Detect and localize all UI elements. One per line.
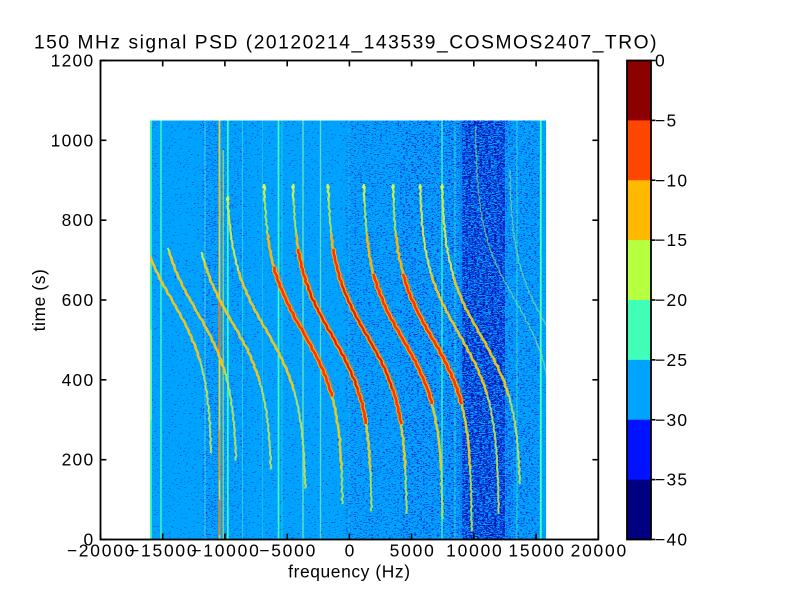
svg-text:−40: −40 <box>655 530 688 550</box>
svg-text:400: 400 <box>62 370 95 390</box>
svg-text:time (s): time (s) <box>29 269 49 332</box>
svg-text:600: 600 <box>62 290 95 310</box>
svg-text:5000: 5000 <box>390 541 436 561</box>
svg-text:1000: 1000 <box>51 130 95 150</box>
svg-text:1200: 1200 <box>51 51 95 71</box>
svg-text:−30: −30 <box>655 410 688 430</box>
svg-text:−35: −35 <box>655 470 688 490</box>
svg-text:−10000: −10000 <box>191 541 260 561</box>
svg-text:0: 0 <box>84 530 95 550</box>
svg-text:−5: −5 <box>655 110 677 130</box>
svg-text:−25: −25 <box>655 350 688 370</box>
svg-text:−10: −10 <box>655 170 688 190</box>
svg-text:−20000: −20000 <box>67 541 136 561</box>
svg-text:15000: 15000 <box>508 541 565 561</box>
svg-text:800: 800 <box>62 210 95 230</box>
svg-text:0: 0 <box>655 51 666 71</box>
svg-text:−15000: −15000 <box>129 541 198 561</box>
svg-text:200: 200 <box>62 450 95 470</box>
svg-text:−5000: −5000 <box>259 541 317 561</box>
svg-text:10000: 10000 <box>446 541 503 561</box>
svg-text:150 MHz signal PSD (20120214_1: 150 MHz signal PSD (20120214_143539_COSM… <box>34 33 658 54</box>
svg-text:−20: −20 <box>655 290 688 310</box>
svg-text:20000: 20000 <box>571 541 628 561</box>
svg-text:0: 0 <box>345 541 356 561</box>
svg-text:−15: −15 <box>655 230 688 250</box>
svg-text:frequency (Hz): frequency (Hz) <box>288 562 410 582</box>
